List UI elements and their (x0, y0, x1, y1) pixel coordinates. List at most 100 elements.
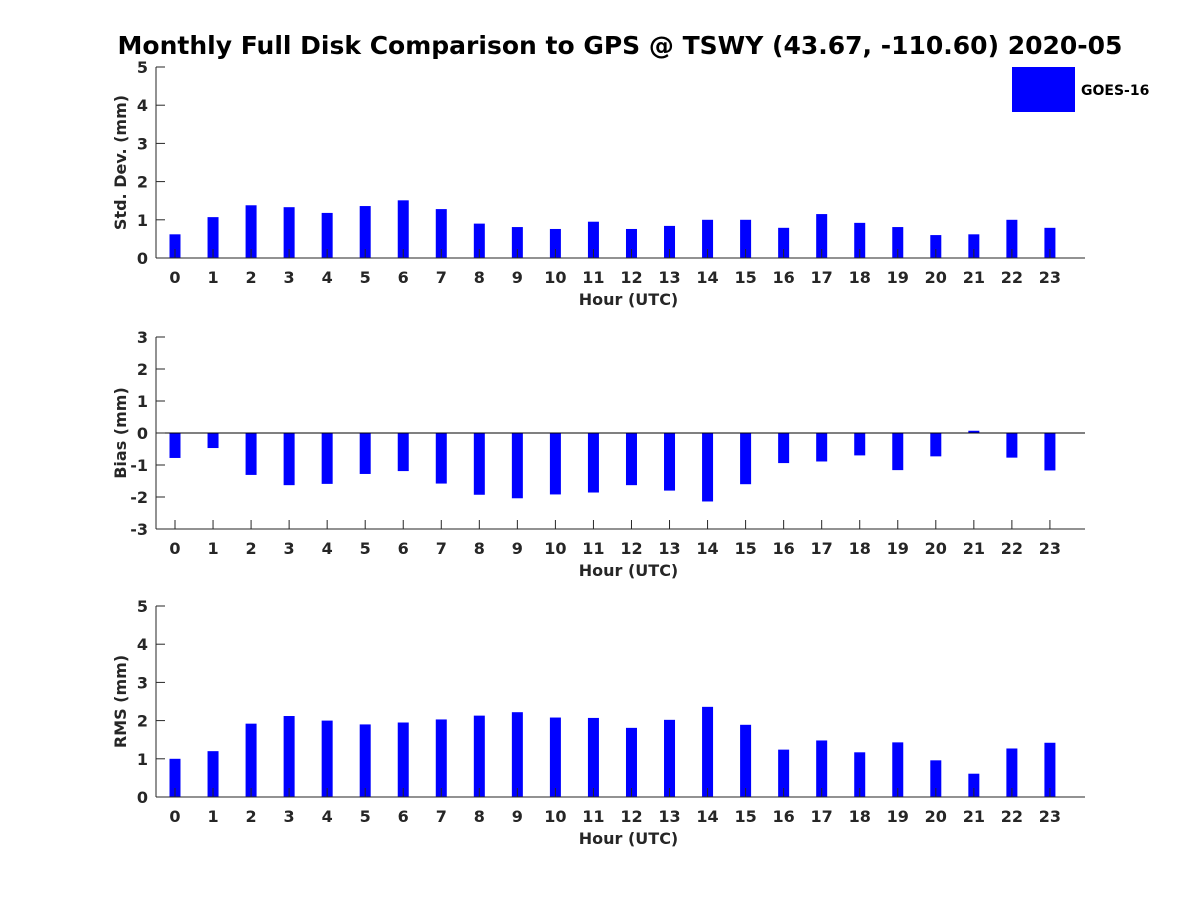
x-tick-label: 15 (734, 539, 756, 558)
bar-hour-6 (397, 433, 409, 472)
x-tick-label: 1 (207, 268, 218, 287)
bar-hour-6 (397, 722, 409, 797)
bar-hour-16 (778, 227, 790, 258)
x-tick-label: 15 (734, 268, 756, 287)
x-tick-label: 2 (246, 807, 257, 826)
y-tick-label: 2 (137, 712, 148, 731)
bar-hour-16 (778, 433, 790, 464)
x-tick-label: 7 (436, 268, 447, 287)
bar-hour-16 (778, 749, 790, 797)
x-tick-label: 16 (773, 807, 795, 826)
bar-hour-20 (930, 235, 942, 258)
bar-hour-18 (854, 433, 866, 456)
x-tick-label: 22 (1001, 268, 1023, 287)
x-tick-label: 14 (696, 807, 718, 826)
bar-hour-1 (207, 751, 219, 797)
bar-hour-4 (321, 720, 333, 797)
x-tick-label: 19 (887, 807, 909, 826)
y-tick-label: 1 (137, 750, 148, 769)
bar-hour-7 (435, 209, 447, 258)
legend-label: GOES-16 (1081, 83, 1149, 99)
x-tick-label: 10 (544, 807, 566, 826)
y-tick-label: -2 (130, 488, 148, 507)
x-tick-label: 0 (169, 807, 180, 826)
bar-hour-8 (473, 433, 485, 495)
x-axis-label: Hour (UTC) (579, 290, 679, 309)
bar-hour-2 (245, 433, 257, 475)
chart-title: Monthly Full Disk Comparison to GPS @ TS… (118, 31, 1123, 60)
bar-hour-17 (816, 214, 828, 258)
y-tick-label: 5 (137, 58, 148, 77)
x-tick-label: 3 (284, 539, 295, 558)
x-tick-label: 23 (1039, 268, 1061, 287)
x-tick-label: 8 (474, 268, 485, 287)
bar-hour-4 (321, 212, 333, 258)
bar-hour-5 (359, 724, 371, 797)
bar-hour-22 (1006, 748, 1018, 797)
bar-hour-10 (549, 717, 561, 797)
x-tick-label: 20 (925, 268, 947, 287)
bar-hour-22 (1006, 433, 1018, 458)
x-tick-label: 20 (925, 539, 947, 558)
bar-hour-5 (359, 206, 371, 258)
bar-hour-19 (892, 433, 904, 471)
x-tick-label: 1 (207, 807, 218, 826)
x-tick-label: 9 (512, 807, 523, 826)
x-tick-label: 11 (582, 268, 604, 287)
x-tick-label: 0 (169, 539, 180, 558)
x-tick-label: 5 (360, 268, 371, 287)
bar-hour-13 (664, 719, 676, 797)
x-tick-label: 8 (474, 807, 485, 826)
x-tick-label: 17 (811, 268, 833, 287)
y-tick-label: 5 (137, 597, 148, 616)
bar-hour-11 (587, 221, 599, 258)
y-tick-label: 2 (137, 360, 148, 379)
y-tick-label: 0 (137, 249, 148, 268)
bar-hour-1 (207, 433, 219, 449)
bar-hour-23 (1044, 227, 1056, 258)
bar-hour-13 (664, 433, 676, 491)
x-tick-label: 12 (620, 807, 642, 826)
x-tick-label: 13 (658, 539, 680, 558)
bar-hour-22 (1006, 219, 1018, 258)
x-tick-label: 1 (207, 539, 218, 558)
bar-hour-18 (854, 752, 866, 797)
y-tick-label: 0 (137, 788, 148, 807)
x-tick-label: 13 (658, 807, 680, 826)
y-tick-label: 2 (137, 173, 148, 192)
bar-hour-6 (397, 200, 409, 258)
bar-hour-10 (549, 433, 561, 495)
bar-hour-8 (473, 223, 485, 258)
x-tick-label: 6 (398, 268, 409, 287)
x-tick-label: 8 (474, 539, 485, 558)
bar-hour-7 (435, 433, 447, 484)
bar-hour-9 (511, 227, 523, 258)
bar-hour-21 (968, 773, 980, 797)
bar-hour-23 (1044, 433, 1056, 471)
x-tick-label: 21 (963, 268, 985, 287)
legend: GOES-16 (1012, 67, 1149, 112)
x-axis-label: Hour (UTC) (579, 561, 679, 580)
x-tick-label: 14 (696, 268, 718, 287)
bar-hour-3 (283, 716, 295, 797)
bar-hour-12 (625, 228, 637, 258)
y-axis-label: Bias (mm) (111, 387, 130, 479)
x-tick-label: 22 (1001, 539, 1023, 558)
bar-hour-11 (587, 717, 599, 797)
x-tick-label: 2 (246, 539, 257, 558)
bar-hour-12 (625, 433, 637, 486)
bar-hour-14 (702, 433, 714, 502)
y-tick-label: 0 (137, 424, 148, 443)
bar-hour-1 (207, 217, 219, 258)
x-tick-label: 19 (887, 268, 909, 287)
legend-swatch (1012, 67, 1075, 112)
y-tick-label: 4 (137, 635, 148, 654)
x-tick-label: 7 (436, 539, 447, 558)
y-tick-label: 3 (137, 134, 148, 153)
x-tick-label: 20 (925, 807, 947, 826)
x-tick-label: 21 (963, 539, 985, 558)
